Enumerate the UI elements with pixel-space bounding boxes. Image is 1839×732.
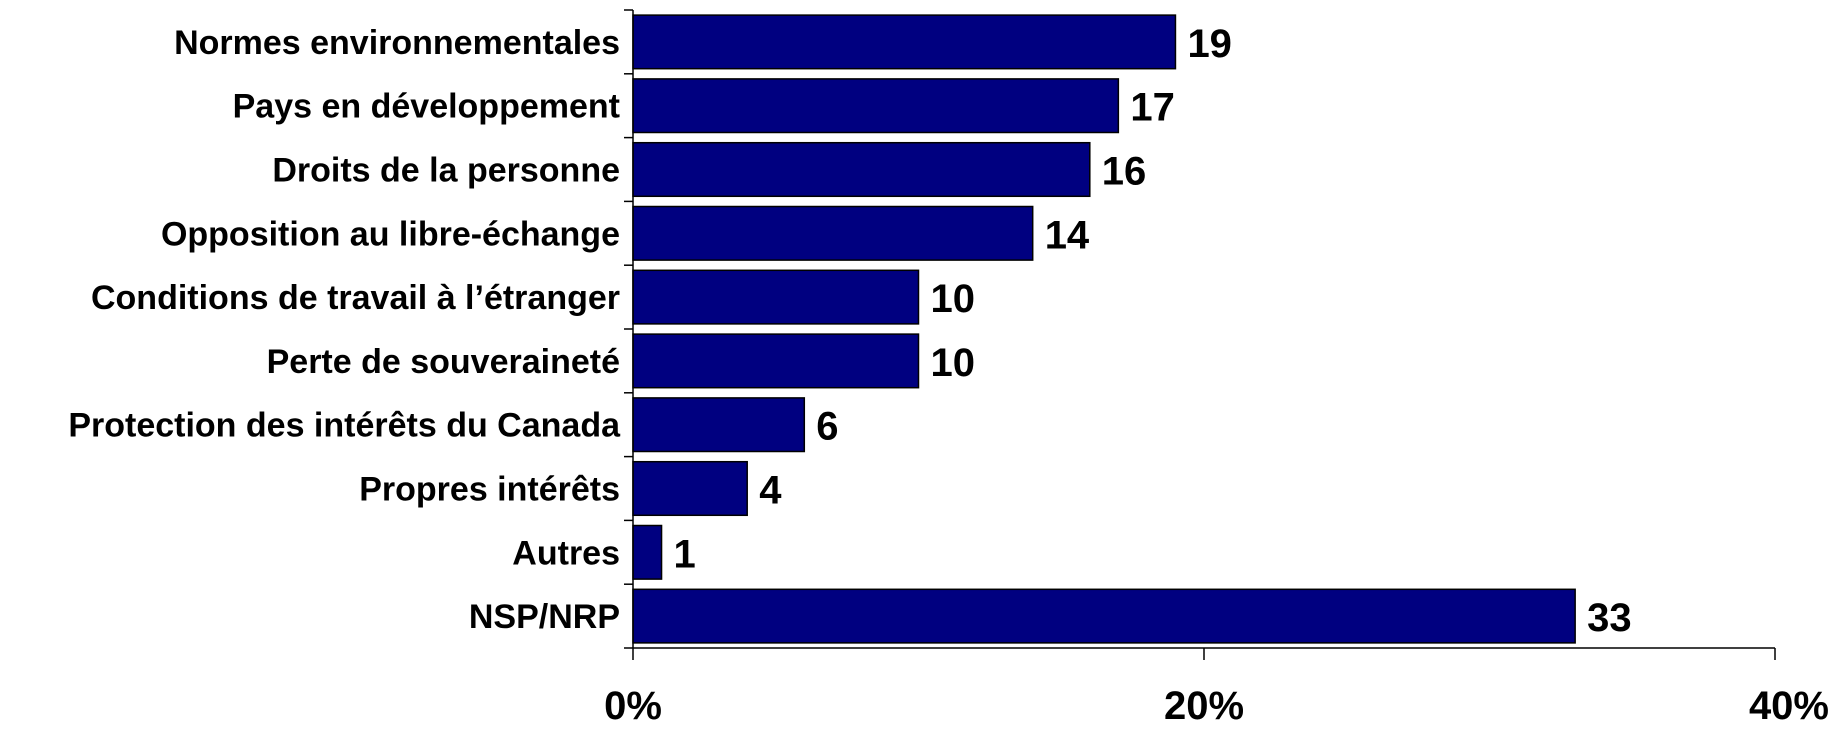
bar-6 (632, 333, 920, 389)
value-label-8: 4 (759, 469, 782, 513)
bar-3 (632, 141, 1091, 198)
x-tick-label-1: 20% (1164, 684, 1244, 728)
category-label-5: Conditions de travail à l’étranger (91, 279, 620, 317)
value-label-10: 33 (1587, 596, 1632, 640)
bar-9 (632, 524, 663, 580)
value-label-4: 14 (1045, 213, 1090, 257)
category-label-3: Droits de la personne (272, 152, 620, 190)
value-label-7: 6 (816, 405, 838, 449)
x-tick-label-2: 40% (1749, 684, 1829, 728)
bar-10 (632, 588, 1576, 644)
bar-2 (632, 78, 1120, 134)
x-tick-label-0: 0% (604, 684, 662, 728)
value-label-9: 1 (674, 532, 696, 576)
bar-5 (632, 269, 920, 325)
labels-layer: Normes environnementales 19 Pays en dévelo… (68, 22, 1829, 728)
bar-1 (632, 14, 1177, 70)
category-label-8: Propres intérêts (359, 471, 620, 509)
category-label-2: Pays en développement (233, 88, 620, 126)
axis-layer (624, 9, 1776, 660)
category-label-7: Protection des intérêts du Canada (68, 407, 621, 445)
category-label-1: Normes environnementales (174, 24, 620, 62)
bar-7 (632, 397, 806, 453)
category-label-4: Opposition au libre-échange (161, 215, 620, 253)
value-label-6: 10 (931, 341, 976, 385)
category-label-6: Perte de souveraineté (267, 343, 620, 381)
bar-4 (632, 205, 1034, 261)
value-label-3: 16 (1102, 150, 1147, 194)
category-label-10: NSP/NRP (469, 598, 620, 636)
value-label-1: 19 (1187, 22, 1232, 66)
value-label-5: 10 (931, 277, 976, 321)
category-label-9: Autres (512, 534, 620, 572)
bar-8 (632, 460, 748, 517)
value-label-2: 17 (1130, 86, 1175, 130)
bars-layer (632, 14, 1576, 644)
